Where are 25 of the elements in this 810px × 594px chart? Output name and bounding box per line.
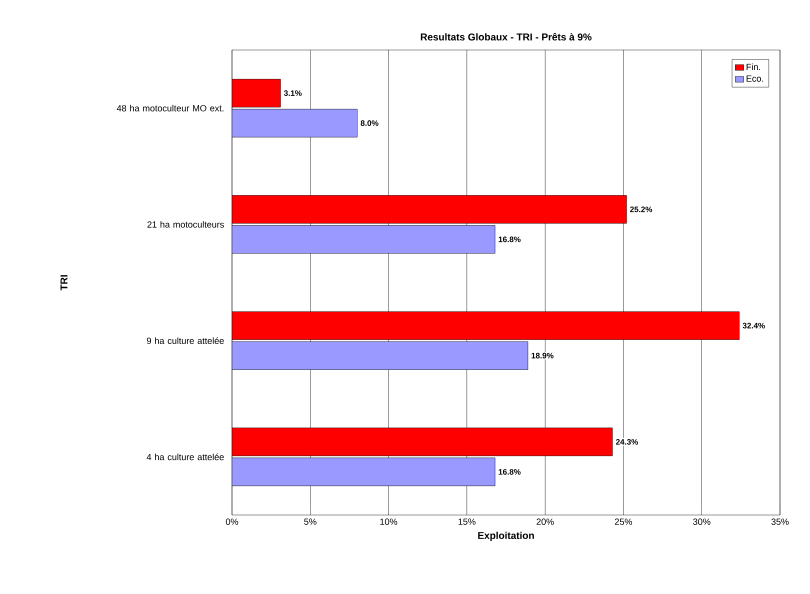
bar: [232, 341, 528, 370]
x-axis-title: Exploitation: [478, 532, 534, 541]
bar: [232, 195, 627, 224]
x-tick-label: 30%: [693, 518, 710, 525]
legend-label: Eco.: [746, 75, 764, 82]
bar: [232, 225, 496, 254]
bar: [232, 311, 740, 340]
y-tick-label: 48 ha motoculteur MO ext.: [116, 104, 224, 112]
legend-label: Fin.: [746, 63, 760, 70]
bar: [232, 108, 358, 138]
x-tick-label: 5%: [304, 518, 316, 525]
y-axis-title: TRI: [60, 275, 68, 290]
x-tick-label: 25%: [614, 518, 632, 525]
y-tick-label: 9 ha culture attelée: [146, 337, 224, 344]
x-tick-label: 35%: [771, 518, 789, 525]
bar: [232, 428, 613, 456]
bar: [232, 458, 496, 486]
y-tick-label: 4 ha culture attelée: [146, 454, 224, 460]
x-tick-label: 10%: [380, 518, 398, 525]
x-tick-label: 0%: [226, 518, 238, 525]
bar: [232, 78, 281, 108]
chart-title: Resultats Globaux - TRI - Prêts à 9%: [420, 32, 592, 40]
x-tick-label: 15%: [458, 518, 476, 525]
x-tick-label: 20%: [536, 518, 554, 525]
y-tick-label: 21 ha motoculteurs: [147, 221, 224, 228]
